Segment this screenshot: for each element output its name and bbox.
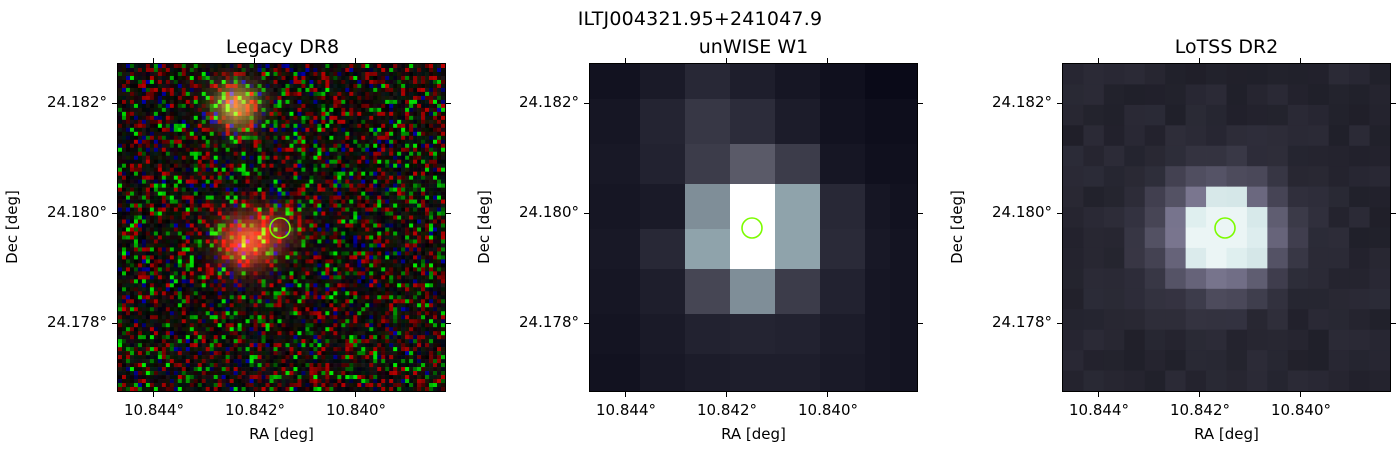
source-marker-circle — [741, 217, 763, 239]
y-tick-mark — [1391, 213, 1396, 214]
panel-title: Legacy DR8 — [225, 36, 340, 58]
lotss-image — [1062, 63, 1391, 392]
y-tick-mark — [112, 213, 117, 214]
y-tick-mark — [918, 323, 923, 324]
y-tick-label: 24.180° — [519, 203, 579, 221]
x-tick-mark — [625, 392, 626, 397]
pixel-grid — [118, 64, 445, 391]
x-tick-label: 10.842° — [1170, 401, 1230, 419]
x-tick-label: 10.840° — [326, 401, 386, 419]
x-tick-mark — [1098, 58, 1099, 63]
y-tick-mark — [446, 323, 451, 324]
y-axis-label: Dec [deg] — [948, 189, 966, 264]
x-tick-mark — [1300, 58, 1301, 63]
y-tick-mark — [918, 103, 923, 104]
x-tick-mark — [1199, 58, 1200, 63]
x-tick-label: 10.844° — [124, 401, 184, 419]
y-tick-mark — [1057, 103, 1062, 104]
x-tick-mark — [355, 58, 356, 63]
panel-title: unWISE W1 — [698, 36, 809, 58]
x-tick-mark — [625, 58, 626, 63]
x-tick-mark — [153, 58, 154, 63]
y-tick-label: 24.182° — [47, 93, 107, 111]
x-axis-label: RA [deg] — [249, 425, 314, 443]
y-tick-mark — [584, 323, 589, 324]
figure-title: ILTJ004321.95+241047.9 — [577, 8, 823, 30]
x-tick-mark — [355, 392, 356, 397]
x-tick-mark — [827, 58, 828, 63]
x-tick-label: 10.842° — [225, 401, 285, 419]
y-tick-label: 24.182° — [992, 93, 1052, 111]
y-tick-mark — [446, 103, 451, 104]
y-tick-mark — [112, 323, 117, 324]
x-axis-label: RA [deg] — [1194, 425, 1259, 443]
x-tick-mark — [153, 392, 154, 397]
x-tick-label: 10.840° — [1271, 401, 1331, 419]
y-tick-mark — [112, 103, 117, 104]
panel-title: LoTSS DR2 — [1174, 36, 1279, 58]
y-tick-mark — [446, 213, 451, 214]
x-tick-label: 10.842° — [697, 401, 757, 419]
x-tick-mark — [827, 392, 828, 397]
source-marker-circle — [1214, 217, 1236, 239]
x-tick-mark — [1199, 392, 1200, 397]
y-tick-label: 24.178° — [992, 313, 1052, 331]
y-tick-mark — [1391, 323, 1396, 324]
y-tick-label: 24.178° — [519, 313, 579, 331]
source-marker-circle — [269, 217, 291, 239]
x-tick-label: 10.840° — [798, 401, 858, 419]
x-tick-mark — [726, 392, 727, 397]
x-axis-label: RA [deg] — [721, 425, 786, 443]
x-tick-mark — [726, 58, 727, 63]
y-tick-mark — [1391, 103, 1396, 104]
y-tick-label: 24.180° — [47, 203, 107, 221]
legacy-image — [117, 63, 446, 392]
y-axis-label: Dec [deg] — [475, 189, 493, 264]
y-tick-mark — [918, 213, 923, 214]
pixel-grid — [590, 64, 917, 391]
unwise-image — [589, 63, 918, 392]
y-tick-mark — [1057, 213, 1062, 214]
y-tick-mark — [584, 213, 589, 214]
y-tick-label: 24.182° — [519, 93, 579, 111]
x-tick-label: 10.844° — [596, 401, 656, 419]
x-tick-mark — [254, 58, 255, 63]
y-tick-label: 24.180° — [992, 203, 1052, 221]
pixel-grid — [1063, 64, 1390, 391]
y-tick-label: 24.178° — [47, 313, 107, 331]
y-axis-label: Dec [deg] — [3, 189, 21, 264]
y-tick-mark — [584, 103, 589, 104]
y-tick-mark — [1057, 323, 1062, 324]
x-tick-mark — [1098, 392, 1099, 397]
x-tick-mark — [1300, 392, 1301, 397]
x-tick-label: 10.844° — [1069, 401, 1129, 419]
x-tick-mark — [254, 392, 255, 397]
